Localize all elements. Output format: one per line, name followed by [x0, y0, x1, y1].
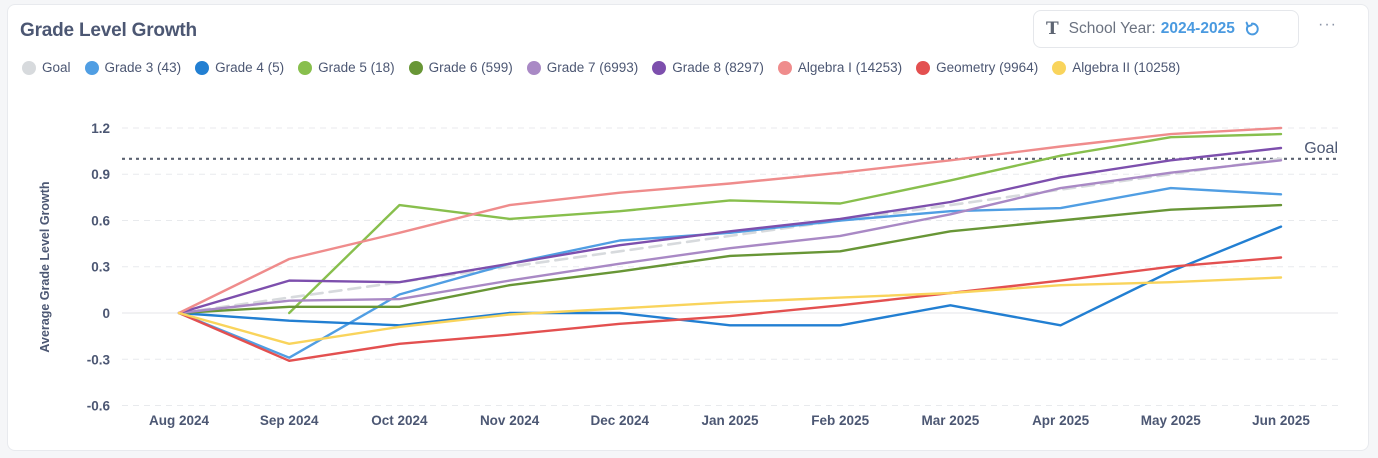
x-tick-label: Aug 2024 [149, 413, 210, 428]
series-line-algebra-i [177, 126, 1283, 315]
legend-dot-icon [298, 60, 313, 75]
series-line-grade-6 [177, 203, 1283, 315]
reset-icon[interactable] [1243, 20, 1261, 38]
legend-label: Grade 7 (6993) [546, 60, 639, 75]
legend-label: Grade 6 (599) [428, 60, 513, 75]
legend-dot-icon [916, 60, 931, 75]
legend-item[interactable]: Geometry (9964) [916, 60, 1038, 75]
legend-item[interactable]: Goal [22, 60, 71, 75]
legend-item[interactable]: Grade 7 (6993) [526, 60, 639, 75]
y-tick-label: -0.6 [87, 399, 111, 414]
x-tick-label: Sep 2024 [260, 413, 319, 428]
chart-title: Grade Level Growth [20, 20, 197, 41]
x-tick-label: Apr 2025 [1032, 413, 1090, 428]
legend-dot-icon [1052, 60, 1067, 75]
legend-dot-icon [777, 60, 792, 75]
series-line-grade-8 [177, 146, 1283, 315]
filter-value[interactable]: 2024-2025 [1160, 20, 1235, 37]
filter-label: School Year: [1068, 20, 1156, 37]
x-tick-label: Mar 2025 [922, 413, 980, 428]
y-tick-label: -0.3 [87, 352, 111, 367]
legend-item[interactable]: Grade 4 (5) [195, 60, 284, 75]
legend-label: Algebra I (14253) [797, 60, 903, 75]
series-line-geometry [177, 256, 1283, 362]
y-axis-label: Average Grade Level Growth [38, 181, 52, 352]
series-line-grade-3 [177, 186, 1283, 359]
legend-dot-icon [195, 60, 210, 75]
y-tick-label: 1.2 [91, 121, 110, 136]
series-line-grade-4 [177, 225, 1283, 327]
legend-dot-icon [526, 60, 541, 75]
legend-dot-icon [408, 60, 423, 75]
legend-item[interactable]: Grade 8 (8297) [652, 60, 764, 75]
legend-item[interactable]: Grade 6 (599) [408, 60, 513, 75]
legend-item[interactable]: Grade 5 (18) [298, 60, 395, 75]
legend-label: Geometry (9964) [936, 60, 1039, 75]
legend: Goal Grade 3 (43) Grade 4 (5) Grade 5 (18) G… [22, 60, 1194, 75]
legend-label: Grade 3 (43) [104, 60, 182, 75]
legend-label: Grade 5 (18) [318, 60, 395, 75]
y-tick-label: 0 [102, 306, 110, 321]
legend-label: Grade 4 (5) [215, 60, 285, 75]
legend-label: Algebra II (10258) [1072, 60, 1181, 75]
legend-item[interactable]: Grade 3 (43) [84, 60, 182, 75]
more-options-button[interactable]: ··· [1318, 16, 1337, 33]
y-tick-label: 0.9 [91, 167, 110, 182]
x-tick-label: Nov 2024 [480, 413, 540, 428]
legend-dot-icon [652, 60, 667, 75]
legend-dot-icon [22, 60, 36, 75]
series-line-grade-7 [177, 159, 1283, 315]
x-tick-label: Dec 2024 [591, 413, 650, 428]
x-tick-label: Oct 2024 [371, 413, 428, 428]
chart-card [7, 4, 1369, 451]
y-tick-label: 0.3 [91, 260, 110, 275]
text-type-icon: T [1046, 19, 1059, 39]
legend-item[interactable]: Algebra II (10258) [1052, 60, 1180, 75]
legend-label: Grade 8 (8297) [672, 60, 764, 75]
legend-label: Goal [42, 60, 71, 75]
legend-item[interactable]: Algebra I (14253) [777, 60, 903, 75]
x-tick-label: Jan 2025 [701, 413, 759, 428]
series-line-algebra-ii [177, 276, 1283, 345]
x-tick-label: Jun 2025 [1252, 413, 1310, 428]
legend-dot-icon [84, 60, 99, 75]
y-tick-label: 0.6 [91, 213, 110, 228]
x-tick-label: Feb 2025 [811, 413, 869, 428]
series-line-goal [177, 157, 1283, 315]
x-tick-label: May 2025 [1141, 413, 1202, 428]
series-line-grade-5 [288, 132, 1283, 315]
goal-label: Goal [1304, 140, 1338, 157]
school-year-filter[interactable]: T School Year: 2024-2025 [1033, 10, 1299, 48]
